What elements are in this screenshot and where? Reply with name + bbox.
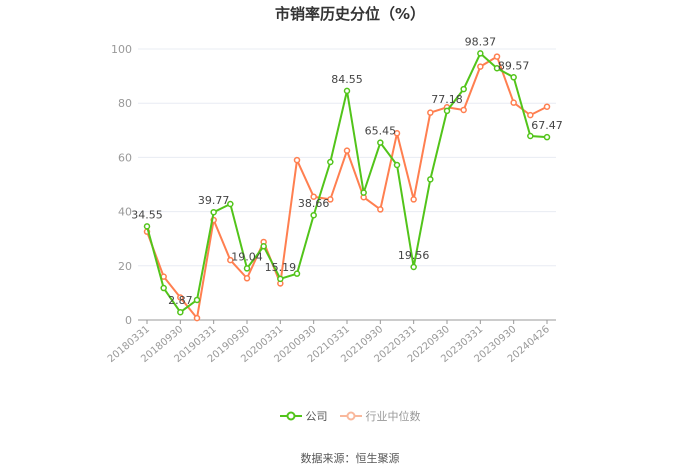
data-point [310, 211, 317, 219]
data-point [193, 296, 201, 304]
data-label: 98.37 [465, 35, 497, 48]
data-label: 19.56 [398, 249, 430, 262]
data-point [543, 133, 551, 141]
data-point [210, 208, 217, 216]
data-label: 65.45 [365, 125, 397, 138]
y-tick-label: 100 [111, 43, 132, 56]
legend-label: 公司 [305, 410, 328, 423]
data-point [193, 314, 201, 322]
data-point [427, 176, 434, 183]
data-point [460, 106, 467, 114]
data-label: 2.87 [168, 294, 193, 307]
data-label: 77.18 [431, 93, 463, 106]
data-point [227, 200, 234, 208]
data-label: 38.66 [298, 197, 330, 210]
data-point [360, 189, 367, 196]
legend-line-icon [279, 411, 302, 421]
data-point [243, 265, 251, 272]
data-point [260, 243, 267, 250]
legend-item-industry[interactable]: 行业中位数 [339, 408, 421, 424]
data-point [510, 99, 517, 106]
data-point [493, 53, 501, 60]
data-point [477, 50, 484, 57]
data-label: 84.55 [331, 73, 363, 86]
data-point [177, 294, 184, 301]
data-point [377, 139, 384, 146]
data-point [243, 275, 251, 282]
data-point [343, 87, 351, 95]
data-point [543, 103, 551, 110]
data-point [443, 107, 451, 115]
data-point [327, 158, 334, 166]
data-source: 数据来源：恒生聚源 [300, 452, 400, 465]
data-point [293, 270, 301, 277]
data-point [310, 193, 317, 200]
data-label: 19.04 [231, 250, 263, 263]
data-label: 15.19 [265, 261, 297, 274]
data-point [527, 132, 534, 140]
data-point [327, 196, 334, 203]
data-point [177, 308, 184, 316]
data-point [510, 74, 517, 81]
data-point [410, 263, 417, 271]
data-point [427, 109, 434, 116]
legend-label: 行业中位数 [365, 410, 421, 423]
data-point [160, 284, 167, 292]
data-point [293, 156, 301, 164]
y-tick-label: 80 [118, 97, 132, 110]
y-tick-label: 0 [125, 314, 132, 327]
data-label: 67.47 [531, 119, 563, 132]
data-point [393, 161, 401, 169]
legend-line-icon [339, 411, 362, 421]
data-point [377, 206, 384, 213]
data-point [477, 63, 484, 70]
data-label: 39.77 [198, 194, 230, 207]
data-label: 89.57 [498, 59, 530, 72]
data-point [143, 223, 151, 230]
y-tick-label: 40 [118, 206, 132, 219]
data-point [277, 275, 284, 283]
data-point [343, 147, 351, 154]
y-tick-label: 60 [118, 151, 132, 164]
y-tick-label: 20 [118, 260, 132, 273]
data-point [410, 196, 417, 203]
legend: 公司 行业中位数 [0, 408, 700, 424]
data-point [527, 111, 534, 119]
data-point [493, 64, 501, 72]
data-point [460, 85, 467, 93]
data-point [393, 130, 401, 137]
legend-item-company[interactable]: 公司 [279, 408, 328, 424]
chart-title: 市销率历史分位（%） [274, 5, 426, 23]
data-point [227, 256, 234, 264]
data-label: 34.55 [131, 208, 163, 221]
